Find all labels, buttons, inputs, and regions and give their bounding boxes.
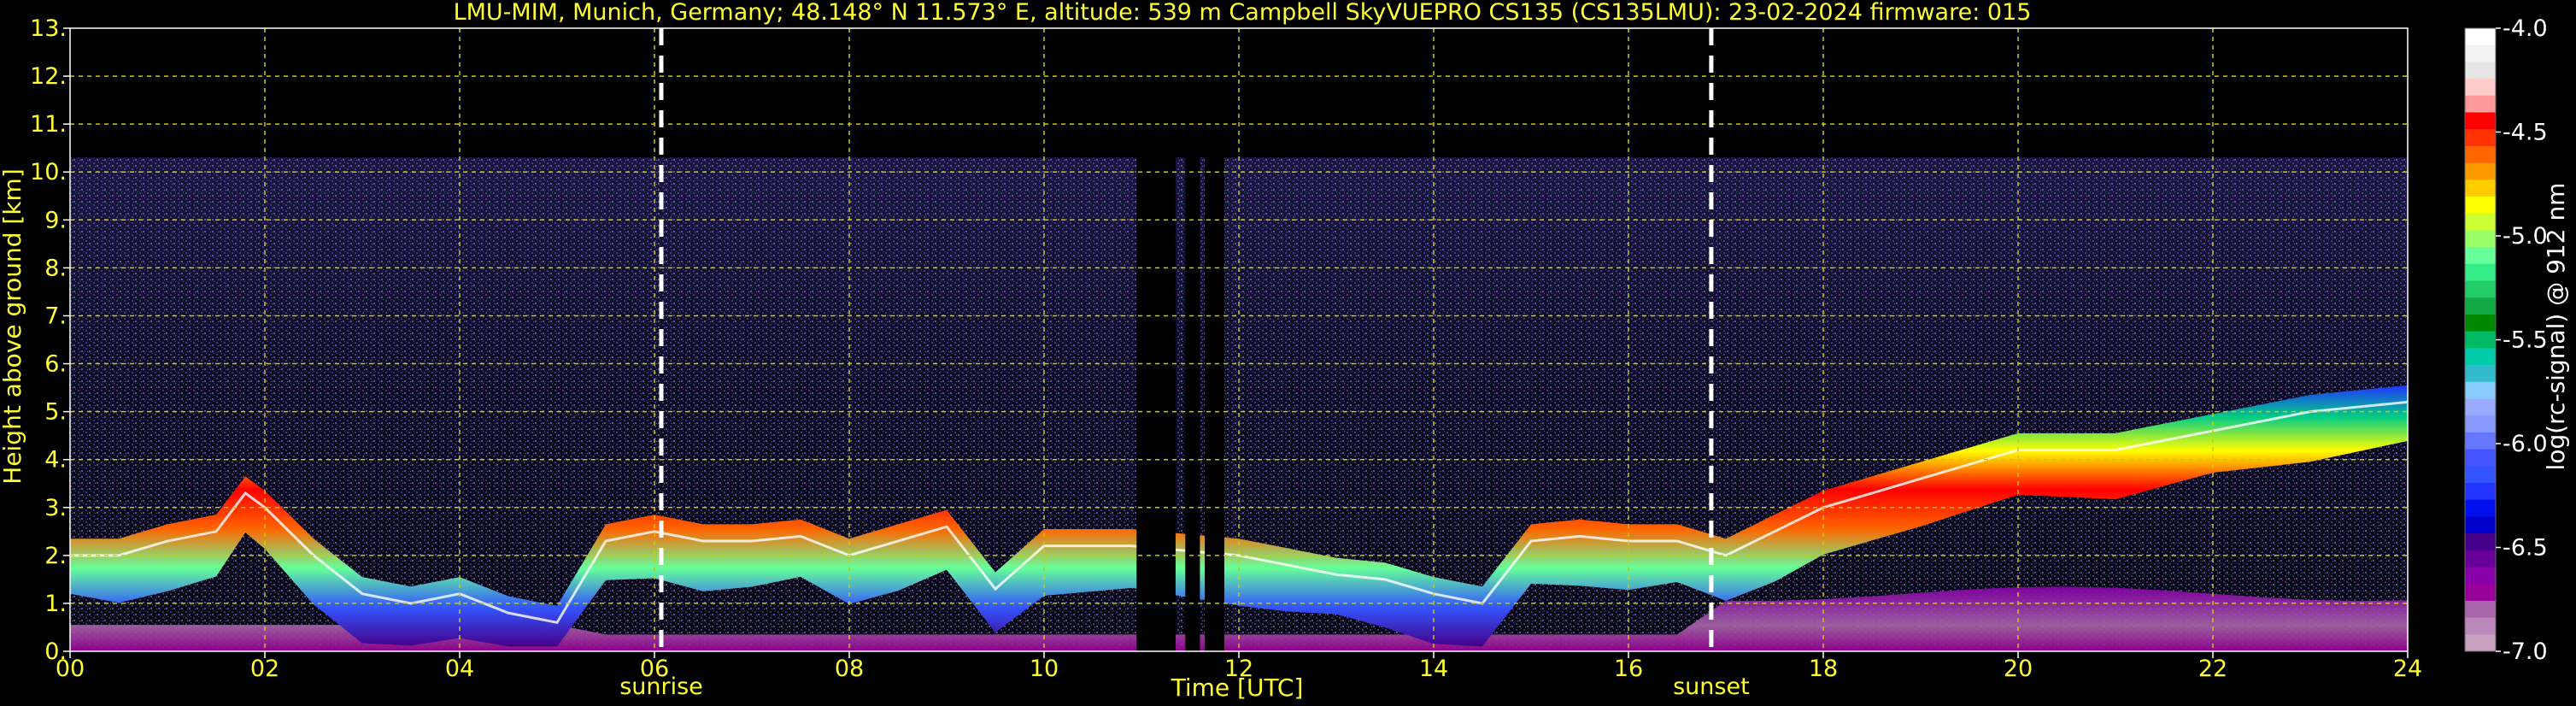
y-tick-label: 12.	[30, 63, 67, 90]
y-tick-label: 9.	[44, 207, 67, 233]
y-tick-label: 6.	[44, 351, 67, 378]
y-tick-label: 0.	[44, 638, 67, 665]
event-label-sunset: sunset	[1673, 674, 1750, 700]
colorbar-swatch	[2465, 145, 2496, 164]
colorbar-swatch	[2465, 28, 2496, 46]
colorbar-tick-label: -5.5	[2503, 327, 2548, 354]
x-tick-label: 12	[1224, 656, 1253, 682]
event-label-sunrise: sunrise	[619, 674, 703, 700]
colorbar-swatch	[2465, 162, 2496, 180]
colorbar-swatch	[2465, 567, 2496, 585]
colorbar-swatch	[2465, 415, 2496, 433]
x-tick-label: 04	[445, 656, 474, 682]
x-tick-label: 14	[1419, 656, 1448, 682]
y-tick-label: 3.	[44, 495, 67, 521]
colorbar-swatch	[2465, 263, 2496, 282]
y-tick-label: 10.	[30, 159, 67, 185]
colorbar-swatch	[2465, 62, 2496, 79]
colorbar-swatch	[2465, 482, 2496, 501]
colorbar-tick-label: -4.5	[2503, 120, 2548, 146]
x-tick-label: 08	[835, 656, 864, 682]
x-tick-label: 10	[1030, 656, 1059, 682]
y-axis-label: Height above ground [km]	[0, 168, 26, 485]
y-tick-label: 7.	[44, 303, 67, 329]
chart-title: LMU-MIM, Munich, Germany; 48.148° N 11.5…	[454, 0, 2032, 26]
colorbar-swatch	[2465, 466, 2496, 484]
colorbar-swatch	[2465, 179, 2496, 197]
colorbar-swatch	[2465, 44, 2496, 62]
x-axis-label: Time [UTC]	[1171, 674, 1304, 702]
x-tick-label: 00	[56, 656, 85, 682]
y-tick-label: 13.	[30, 15, 67, 42]
data-gap	[1205, 28, 1224, 651]
y-tick-label: 1.	[44, 591, 67, 617]
x-tick-label: 02	[250, 656, 279, 682]
colorbar-tick-label: -6.0	[2503, 431, 2548, 457]
colorbar-swatch	[2465, 348, 2496, 366]
colorbar-swatch	[2465, 584, 2496, 602]
colorbar-swatch	[2465, 533, 2496, 551]
data-gap	[1185, 28, 1200, 651]
y-tick-label: 11.	[30, 111, 67, 138]
colorbar-swatch	[2465, 398, 2496, 416]
colorbar-swatch	[2465, 314, 2496, 332]
colorbar-swatch	[2465, 449, 2496, 467]
colorbar-swatch	[2465, 432, 2496, 450]
colorbar-swatch	[2465, 381, 2496, 399]
colorbar-swatch	[2465, 230, 2496, 248]
data-gap	[1136, 28, 1176, 651]
x-tick-label: 24	[2393, 656, 2422, 682]
colorbar-swatch	[2465, 634, 2496, 652]
colorbar-swatch	[2465, 129, 2496, 147]
colorbar	[2464, 27, 2497, 652]
colorbar-tick-label: -7.0	[2503, 638, 2548, 665]
colorbar-swatch	[2465, 280, 2496, 298]
x-tick-label: 18	[1809, 656, 1838, 682]
y-tick-label: 2.	[44, 543, 67, 569]
colorbar-tick-label: -4.0	[2503, 15, 2548, 42]
colorbar-swatch	[2465, 550, 2496, 568]
x-tick-label: 22	[2198, 656, 2227, 682]
colorbar-swatch	[2465, 331, 2496, 349]
x-tick-label: 16	[1614, 656, 1643, 682]
grid-lines	[70, 28, 2408, 651]
x-axis: 00 02 04 06 08 10 12 14 16 18 20 22 24	[56, 651, 2422, 682]
x-tick-label: 06	[640, 656, 669, 682]
colorbar-label: log(rc-signal) @ 912 nm	[2542, 183, 2570, 471]
plot-area: sunrise sunset	[69, 27, 2409, 700]
colorbar-swatch	[2465, 112, 2496, 130]
colorbar-swatch	[2465, 499, 2496, 517]
colorbar-swatch	[2465, 95, 2496, 114]
colorbar-swatch	[2465, 617, 2496, 635]
colorbar-tick-label: -5.0	[2503, 223, 2548, 250]
y-tick-label: 4.	[44, 447, 67, 474]
y-tick-label: 8.	[44, 255, 67, 281]
colorbar-ticks: -4.0 -4.5 -5.0 -5.5 -6.0 -6.5 -7.0	[2496, 15, 2548, 665]
data-gaps	[1136, 28, 1224, 651]
colorbar-swatch	[2465, 247, 2496, 265]
colorbar-swatch	[2465, 213, 2496, 231]
colorbar-swatch	[2465, 197, 2496, 215]
y-tick-label: 5.	[44, 399, 67, 426]
colorbar-swatch	[2465, 79, 2496, 97]
colorbar-swatch	[2465, 600, 2496, 619]
colorbar-tick-label: -6.5	[2503, 535, 2548, 562]
y-axis: 0. 1. 2. 3. 4. 5. 6. 7. 8. 9. 10. 11. 12. 13.	[30, 15, 70, 665]
colorbar-swatch	[2465, 297, 2496, 315]
colorbar-swatch	[2465, 365, 2496, 383]
colorbar-swatch	[2465, 516, 2496, 534]
sun-events: sunrise sunset	[619, 28, 1750, 700]
x-tick-label: 20	[2004, 656, 2033, 682]
aerosol-layer-core	[70, 400, 2409, 625]
